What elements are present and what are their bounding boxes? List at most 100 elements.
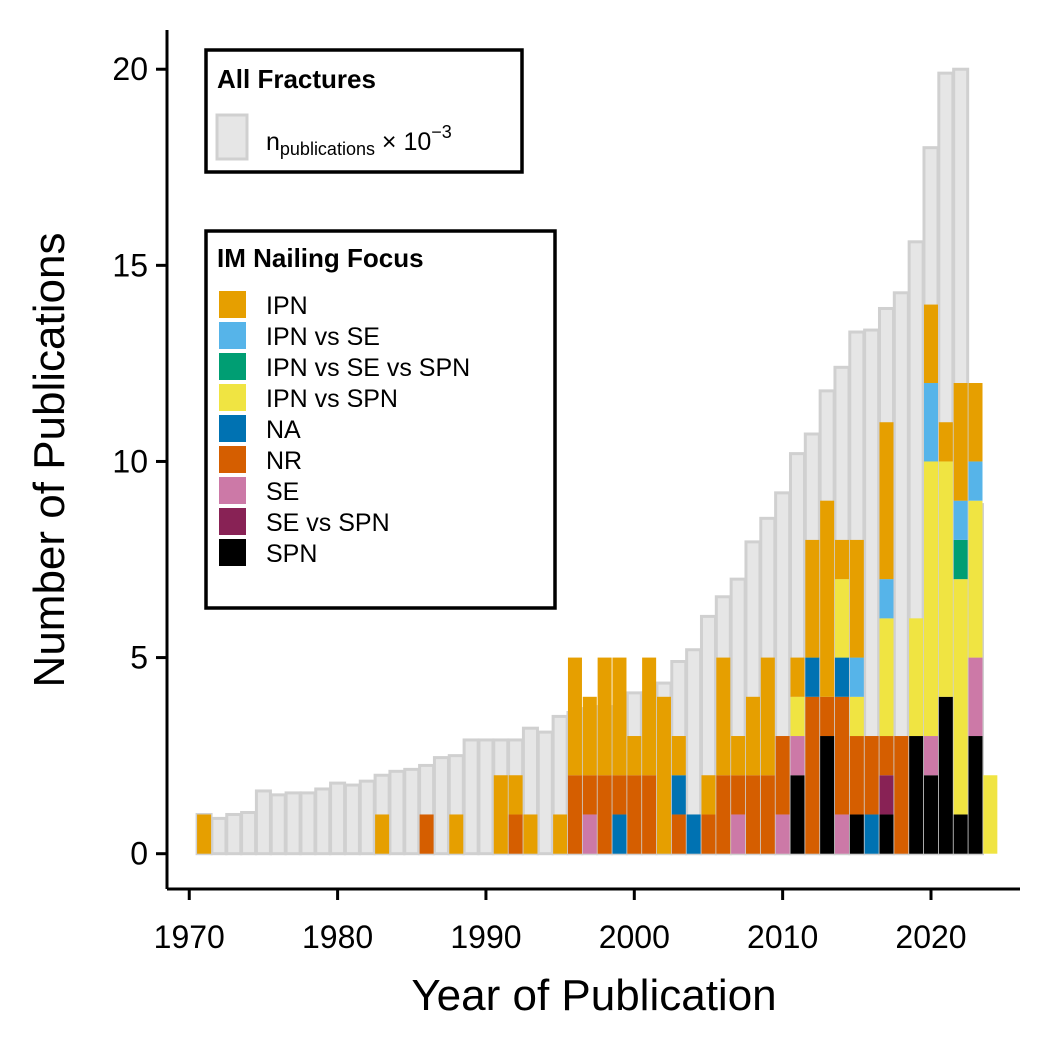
legend-swatch-se [219, 477, 246, 504]
legend-swatch-ipn-vs-se-vs-spn [219, 353, 246, 380]
bar-2014-nr [834, 696, 849, 815]
legend-label-ipn-vs-se-vs-spn: IPN vs SE vs SPN [266, 354, 470, 382]
bar-2003-ipn [671, 736, 686, 776]
bar-all-fractures-1975 [254, 789, 272, 856]
legend-swatch-na [219, 415, 246, 442]
bar-2021-spn [938, 696, 953, 854]
legend-label-all-fractures: npublications × 10−3 [266, 122, 452, 159]
bar-all-fractures-1974 [240, 811, 258, 856]
bar-2020-ipn-vs-spn [923, 461, 938, 737]
bar-2010-nr [775, 736, 790, 815]
bar-2021-ipn [938, 422, 953, 462]
x-tick-label-2000: 2000 [599, 919, 670, 955]
y-axis-title: Number of Publications [25, 233, 74, 688]
bar-all-fractures-1990 [477, 738, 495, 856]
bar-all-fractures-1984 [388, 769, 406, 856]
x-axis-title: Year of Publication [411, 971, 776, 1020]
im-nailing-bars [197, 304, 998, 854]
bar-2007-ipn [731, 736, 746, 776]
bar-2000-ipn [627, 736, 642, 776]
bar-2015-spn [849, 814, 864, 854]
bar-2015-ipn [849, 539, 864, 658]
bar-2016-na [864, 814, 879, 854]
bar-all-fractures-1972 [210, 816, 228, 856]
bar-2006-nr [716, 775, 731, 854]
x-tick-label-2010: 2010 [747, 919, 818, 955]
y-axis-ticks: 0 5 10 15 20 [112, 51, 167, 872]
bar-2007-se [731, 814, 746, 854]
bar-2020-ipn-vs-se [923, 383, 938, 462]
bar-all-fractures-1989 [462, 738, 480, 856]
legend-label-ipn-vs-spn: IPN vs SPN [266, 385, 398, 413]
x-tick-label-1970: 1970 [154, 919, 225, 955]
y-tick-label-0: 0 [130, 836, 148, 872]
bar-1999-na [612, 814, 627, 854]
bar-all-fractures-1978 [299, 791, 317, 856]
bar-2015-nr [849, 736, 864, 815]
bar-2011-se [790, 736, 805, 776]
legend-title: IM Nailing Focus [217, 243, 424, 273]
bar-all-fractures-1987 [432, 756, 450, 856]
legend-swatch-spn [219, 539, 246, 566]
legend-im-nailing: IM Nailing Focus IPN IPN vs SE IPN vs SE v… [204, 229, 557, 610]
bar-all-fractures-1985 [403, 767, 421, 856]
bar-2000-nr [627, 775, 642, 854]
bar-2006-ipn [716, 657, 731, 776]
bar-2013-nr [820, 696, 835, 737]
bar-2020-se [923, 736, 938, 776]
bar-2005-ipn [701, 775, 716, 815]
bar-all-fractures-1980 [329, 781, 347, 856]
bar-2005-nr [701, 814, 716, 854]
bar-2018-nr [894, 736, 909, 854]
bar-2003-nr [671, 814, 686, 854]
label-exponent: −3 [431, 122, 452, 142]
legend-items: IPN IPN vs SE IPN vs SE vs SPN IPN vs SPN NA… [219, 291, 470, 568]
bar-all-fractures-1976 [269, 793, 287, 856]
legend-label-ipn: IPN [266, 292, 308, 320]
bar-2017-se-vs-spn [879, 775, 894, 815]
bar-2009-nr [760, 775, 775, 854]
bar-1997-se [582, 814, 597, 854]
x-axis-ticks: 1970 1980 1990 2000 2010 2020 [154, 889, 967, 955]
bar-2024-ipn-vs-spn [983, 775, 998, 854]
bar-1999-ipn [612, 657, 627, 776]
bar-2014-na [834, 657, 849, 697]
x-tick-label-2020: 2020 [895, 919, 966, 955]
bar-all-fractures-1977 [284, 791, 302, 856]
bar-1971-ipn [197, 814, 212, 854]
bar-2012-nr [805, 696, 820, 854]
bar-2014-ipn-vs-spn [834, 579, 849, 658]
bar-all-fractures-1979 [314, 787, 332, 856]
bar-2022-spn [953, 814, 968, 854]
bar-all-fractures-1981 [343, 783, 361, 856]
legend-label-ipn-vs-se: IPN vs SE [266, 323, 380, 351]
legend-swatch-ipn-vs-se [219, 322, 246, 349]
bar-1996-nr [567, 775, 582, 854]
legend-swatch-ipn-vs-spn [219, 384, 246, 411]
bar-2012-ipn [805, 539, 820, 658]
bar-2001-ipn [642, 657, 657, 776]
y-tick-label-20: 20 [112, 51, 148, 87]
bar-2017-spn [879, 814, 894, 854]
legend-swatch-all-fractures [215, 113, 249, 161]
bar-2022-ipn [953, 383, 968, 501]
bar-2013-ipn [820, 500, 835, 697]
bar-2012-na [805, 657, 820, 697]
legend-label-nr: NR [266, 447, 302, 475]
bar-1997-nr [582, 775, 597, 815]
bar-2015-ipn-vs-spn [849, 696, 864, 737]
bar-2022-ipn-vs-se [953, 500, 968, 540]
bar-1996-ipn [567, 657, 582, 776]
bar-2001-nr [642, 775, 657, 854]
bar-all-fractures-1982 [358, 779, 376, 856]
label-n: n [266, 128, 280, 156]
bar-2019-ipn-vs-spn [909, 618, 924, 737]
legend-label-spn: SPN [266, 540, 317, 568]
bar-2023-se [968, 657, 983, 737]
legend-swatch-se-vs-spn [219, 508, 246, 535]
bar-2017-nr [879, 736, 894, 776]
bar-2002-ipn [656, 696, 671, 854]
legend-box [204, 229, 557, 610]
bar-2011-ipn-vs-spn [790, 696, 805, 737]
